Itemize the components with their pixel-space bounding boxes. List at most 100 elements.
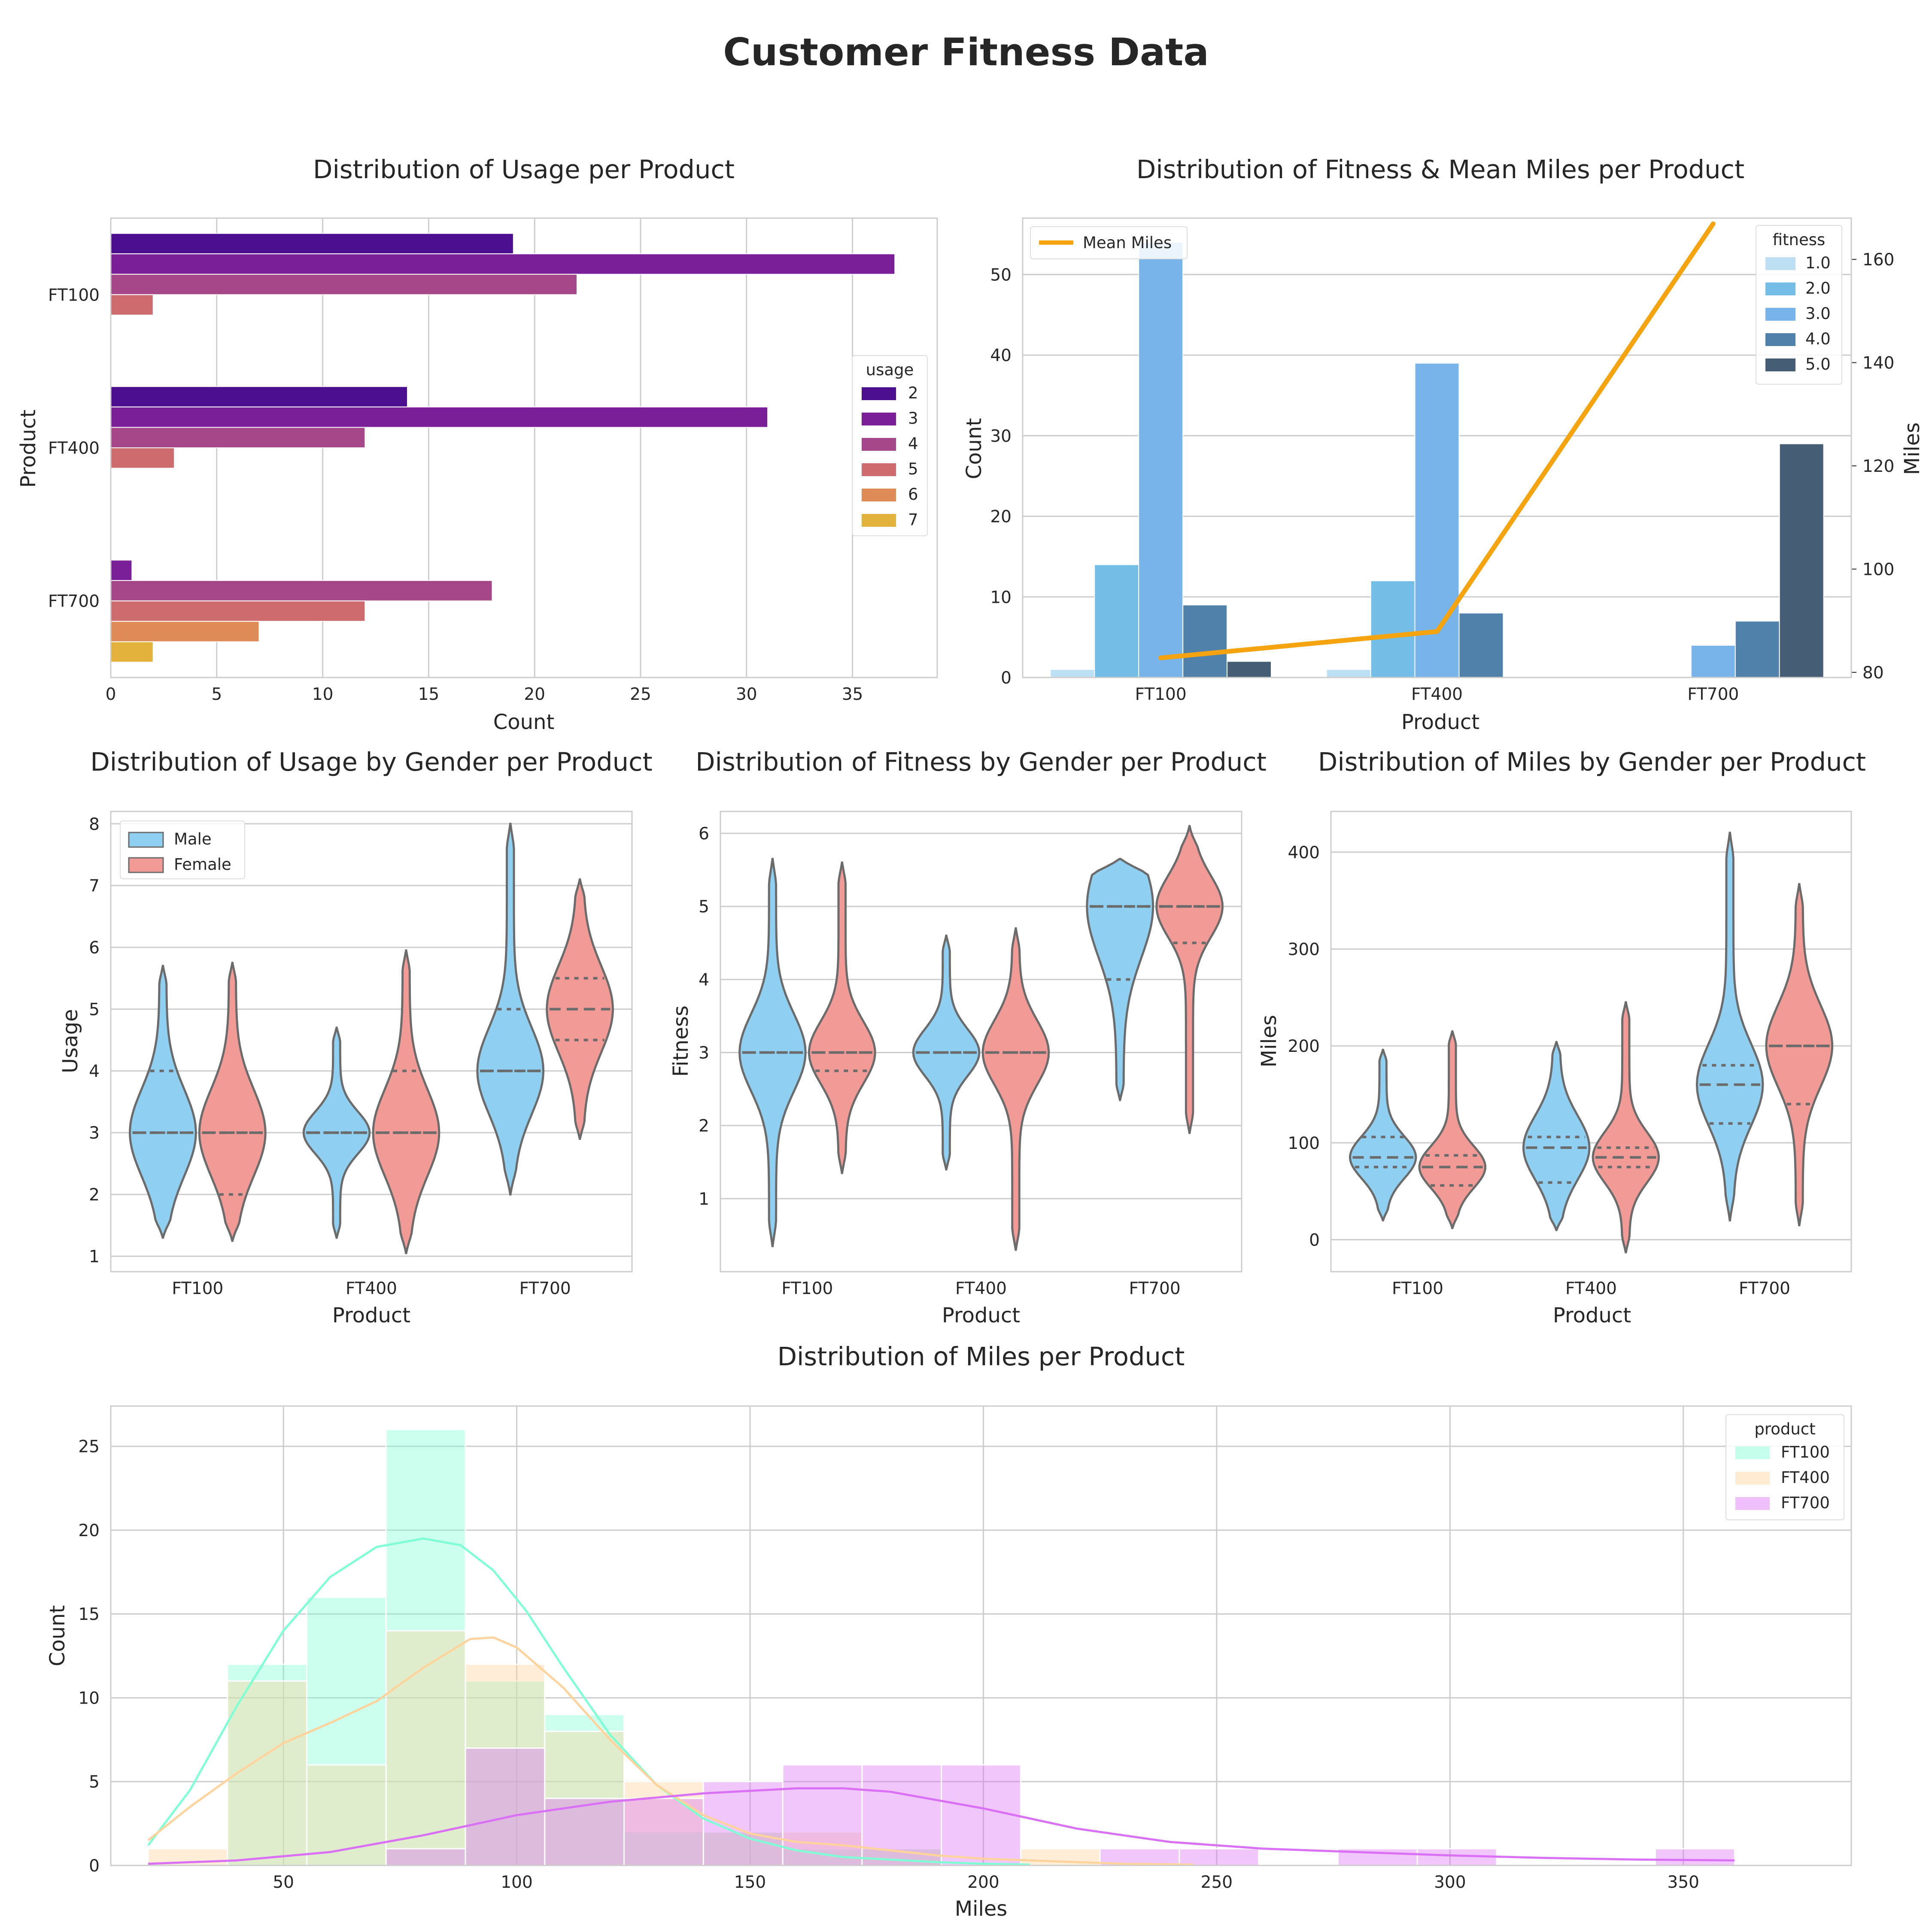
violin-body xyxy=(1765,883,1834,1227)
x-tick-label: 35 xyxy=(842,685,863,704)
y-tick-label: FT700 xyxy=(48,592,100,611)
panel-title: Distribution of Miles by Gender per Prod… xyxy=(1318,747,1866,777)
violin-body xyxy=(981,927,1050,1251)
y-tick-label: 6 xyxy=(699,824,709,844)
fitness-miles-chart: 0 10 20 30 40 50 80 100 120 140 160 FT100 FT400 FT700… xyxy=(990,217,1894,704)
bar xyxy=(1050,669,1095,678)
y2-tick-label: 100 xyxy=(1862,560,1894,580)
panel-usage-gender: Distribution of Usage by Gender per Prod… xyxy=(58,747,653,1327)
bar xyxy=(110,386,408,407)
legend-swatch xyxy=(128,832,164,848)
x-tick-label: 150 xyxy=(734,1873,766,1892)
plot-frame xyxy=(110,1405,1852,1866)
y-tick-label: 20 xyxy=(78,1521,100,1540)
legend-label: 2 xyxy=(908,384,918,402)
legend-swatch xyxy=(1735,1497,1770,1510)
y-tick-label: 30 xyxy=(990,427,1012,446)
y-axis-label: Product xyxy=(16,410,40,488)
y-tick-label: 15 xyxy=(78,1605,100,1624)
legend-label: Mean Miles xyxy=(1083,234,1172,252)
y-tick-label: FT100 xyxy=(48,286,100,305)
legend-label: Female xyxy=(174,855,231,874)
hist-bar xyxy=(782,1831,863,1866)
bar xyxy=(110,641,154,663)
y-tick-label: 3 xyxy=(89,1124,100,1143)
legend-label: 3.0 xyxy=(1805,304,1831,323)
y-tick-label: 4 xyxy=(699,970,709,990)
chart-marks: 0 5 10 15 20 25 30 35FT100FT400FT700usage234567… xyxy=(48,217,1894,1892)
hist-bar xyxy=(1655,1848,1735,1866)
mean-miles-line xyxy=(1158,221,1716,660)
x-tick-label: 50 xyxy=(273,1873,294,1892)
y-tick-label: 50 xyxy=(990,265,1012,285)
legend-swatch xyxy=(1735,1446,1770,1459)
bar xyxy=(110,273,577,295)
y-axis-label: Miles xyxy=(1257,1015,1281,1068)
y-axis-label: Usage xyxy=(58,1009,82,1073)
bar xyxy=(1458,612,1504,678)
legend-frame xyxy=(1030,226,1188,259)
kde-line xyxy=(147,1537,1030,1866)
bar xyxy=(1326,669,1371,678)
y-tick-label: FT400 xyxy=(48,439,100,458)
hist-bar xyxy=(227,1680,307,1866)
x-axis-label: Product xyxy=(332,1303,410,1327)
x-axis-label: Miles xyxy=(955,1897,1008,1921)
panel-fitness-gender: Distribution of Fitness by Gender per Pr… xyxy=(669,747,1267,1327)
x-tick-label: FT700 xyxy=(1739,1279,1790,1298)
legend-swatch xyxy=(1735,1472,1770,1485)
plot-frame xyxy=(110,811,633,1273)
x-tick-label: FT400 xyxy=(346,1279,397,1298)
hist-bar xyxy=(1179,1848,1260,1866)
y-tick-label: 6 xyxy=(89,939,100,958)
violin-body xyxy=(546,878,614,1140)
y-tick-label: 0 xyxy=(89,1856,100,1876)
legend-swatch xyxy=(862,387,896,400)
plot-frame xyxy=(1330,811,1852,1273)
x-tick-label: 300 xyxy=(1434,1873,1466,1892)
legend-label: FT400 xyxy=(1781,1468,1830,1487)
legend-label: 6 xyxy=(908,485,918,504)
y-tick-label: 8 xyxy=(89,815,100,834)
legend-swatch xyxy=(862,463,896,476)
y-tick-label: 200 xyxy=(1288,1037,1320,1056)
panel-title: Distribution of Fitness & Mean Miles per… xyxy=(1136,155,1744,184)
panel-title: Distribution of Usage per Product xyxy=(313,155,735,184)
legend-label: 5 xyxy=(908,460,918,478)
legend-frame xyxy=(1725,1414,1844,1520)
bar xyxy=(110,559,133,581)
bar xyxy=(1735,620,1780,678)
y-tick-label: 40 xyxy=(990,346,1012,365)
legend-label: 1.0 xyxy=(1805,254,1831,272)
violin-body xyxy=(1155,825,1224,1134)
kde-line xyxy=(147,1636,1194,1866)
violin-body xyxy=(198,962,267,1242)
plot-frame xyxy=(720,811,1242,1273)
legend-label: 3 xyxy=(908,409,918,428)
violin-body xyxy=(1349,1048,1417,1221)
legend: fitness 1.0 2.0 3.0 4.0 5.0 xyxy=(1756,225,1842,385)
legend-label: FT100 xyxy=(1781,1443,1830,1461)
y-tick-label: 1 xyxy=(89,1247,100,1267)
bar xyxy=(1370,580,1416,678)
x-tick-label: 10 xyxy=(312,685,334,704)
bar xyxy=(110,406,769,428)
y-tick-label: 7 xyxy=(89,877,100,896)
legend-label: FT700 xyxy=(1781,1494,1830,1512)
bar xyxy=(1690,644,1736,678)
x-tick-label: FT100 xyxy=(781,1279,833,1298)
y-tick-label: 5 xyxy=(89,1773,100,1792)
x-tick-label: FT400 xyxy=(955,1279,1007,1298)
legend-title: product xyxy=(1754,1420,1815,1438)
y-tick-label: 0 xyxy=(1001,668,1012,688)
violin-body xyxy=(1418,1030,1487,1229)
x-tick-label: 100 xyxy=(501,1873,532,1892)
x-tick-label: 20 xyxy=(524,685,545,704)
x-tick-label: 25 xyxy=(630,685,651,704)
y-axis-label: Count xyxy=(46,1605,70,1667)
y-tick-label: 10 xyxy=(990,588,1012,607)
x-tick-label: FT400 xyxy=(1411,685,1463,704)
hist-bar xyxy=(385,1848,466,1866)
x-tick-label: FT100 xyxy=(172,1279,223,1298)
hist-bar xyxy=(941,1764,1021,1866)
